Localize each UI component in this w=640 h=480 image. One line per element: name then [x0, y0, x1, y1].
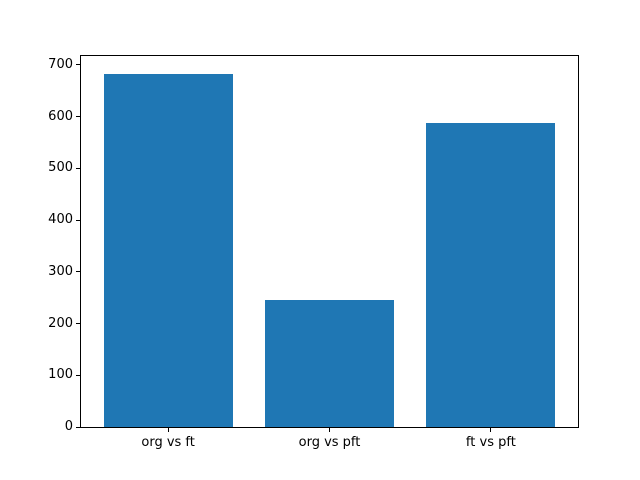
y-tick-label: 400: [48, 212, 73, 228]
y-tick-mark: [76, 116, 80, 118]
bar-org-vs-ft: [103, 73, 233, 427]
y-tick-label: 500: [48, 160, 73, 176]
x-tick-mark: [329, 428, 330, 432]
y-tick-mark: [76, 271, 80, 273]
x-tick-mark: [490, 428, 492, 432]
y-tick-mark: [76, 374, 80, 376]
x-tick-label: ft vs pft: [465, 435, 516, 450]
bar-ft-vs-pft: [426, 122, 556, 427]
bar-org-vs-pft: [264, 299, 395, 427]
x-tick-mark: [167, 428, 169, 432]
y-tick-mark: [76, 64, 80, 66]
y-tick-label: 600: [48, 108, 73, 124]
plot-area: 0 100 200 300 400 500 600 700 org vs ft org vs p…: [48, 55, 579, 450]
y-tick-label: 700: [48, 56, 73, 72]
y-tick-mark: [76, 323, 80, 324]
y-tick-label: 200: [48, 315, 73, 331]
y-tick-mark: [76, 219, 80, 221]
y-tick-mark: [76, 426, 80, 428]
y-tick-mark: [76, 167, 80, 169]
y-tick-label: 0: [64, 419, 73, 434]
x-tick-label: org vs pft: [298, 435, 361, 450]
y-tick-label: 100: [48, 367, 73, 383]
x-tick-label: org vs ft: [141, 435, 195, 450]
y-tick-label: 300: [48, 263, 73, 279]
